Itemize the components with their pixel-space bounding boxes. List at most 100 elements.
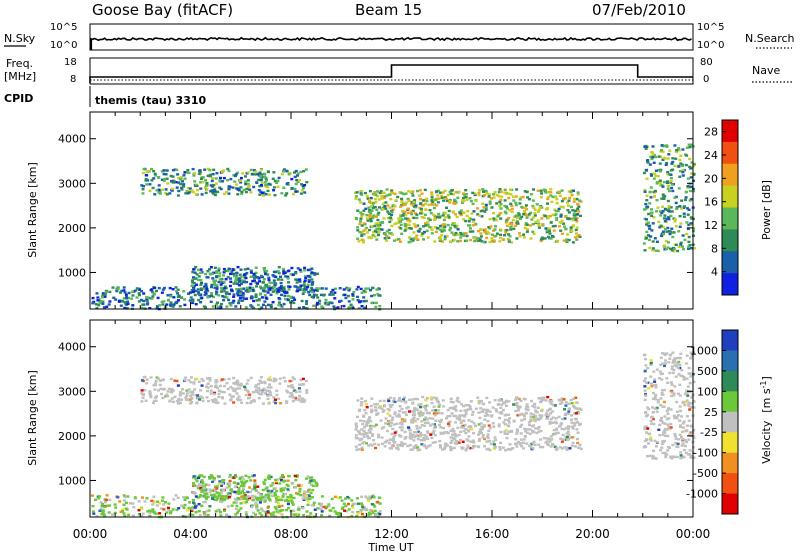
scatter-cell [395,422,399,425]
scatter-cell [122,286,126,289]
scatter-cell [568,407,571,410]
scatter-cell [423,418,426,421]
scatter-cell [652,422,656,426]
scatter-cell [286,277,290,280]
scatter-cell [501,238,505,241]
scatter-cell [269,484,273,487]
scatter-cell [377,227,381,231]
scatter-cell [400,418,404,421]
scatter-cell [512,403,516,406]
scatter-cell [295,278,299,281]
scatter-cell [211,277,215,280]
scatter-cell [127,291,131,295]
scatter-cell [443,442,447,445]
scatter-cell [650,422,654,425]
scatter-cell [576,437,579,441]
scatter-cell [388,414,392,417]
scatter-cell [304,285,307,289]
scatter-cell [460,420,464,423]
scatter-cell [539,239,543,243]
scatter-cell [177,397,181,401]
scatter-cell [440,196,444,199]
scatter-cell [375,403,379,406]
scatter-cell [333,291,337,294]
scatter-cell [383,205,387,208]
scatter-cell [208,488,212,491]
scatter-cell [231,301,235,304]
scatter-cell [668,371,672,375]
scatter-cell [678,215,682,218]
scatter-cell [225,382,229,385]
scatter-cell [692,456,696,459]
scatter-cell [281,267,285,271]
scatter-cell [670,162,674,165]
scatter-cell [373,509,377,513]
scatter-cell [682,448,686,452]
scatter-cell [423,424,427,427]
scatter-cell [188,187,192,190]
scatter-cell [234,475,238,478]
scatter-cell [502,421,506,424]
scatter-cell [270,281,274,285]
scatter-cell [199,187,203,190]
scatter-cell [260,181,264,185]
scatter-cell [669,247,673,250]
scatter-cell [198,474,202,477]
scatter-cell [261,194,265,197]
scatter-cell [442,405,446,408]
scatter-cell [236,265,240,269]
scatter-cell [524,223,528,227]
scatter-cell [571,209,575,212]
scatter-cell [268,281,272,284]
scatter-cell [193,172,197,175]
scatter-cell [165,393,169,396]
scatter-cell [266,303,270,307]
scatter-cell [140,514,144,518]
scatter-cell [680,369,684,372]
scatter-cell [642,354,646,357]
scatter-cell [188,291,192,294]
scatter-cell [95,515,99,518]
scatter-cell [374,222,378,225]
scatter-cell [536,189,540,192]
freq-trace [89,64,693,83]
scatter-cell [442,426,445,430]
scatter-cell [362,233,366,236]
scatter-cell [285,192,289,195]
scatter-cell [351,506,355,509]
scatter-cell [357,307,361,310]
scatter-cell [137,500,141,503]
scatter-cell [302,283,306,287]
scatter-cell [666,157,670,160]
scatter-cell [663,422,667,425]
scatter-cell [359,419,363,422]
scatter-cell [287,506,291,510]
scatter-cell [367,200,371,203]
scatter-cell [663,415,667,418]
scatter-cell [487,226,491,229]
scatter-cell [545,417,549,420]
scatter-cell [385,439,389,442]
scatter-cell [263,500,267,503]
scatter-cell [460,414,464,417]
scatter-cell [663,451,667,455]
scatter-cell [158,512,162,515]
scatter-cell [356,299,360,302]
scatter-cell [304,379,308,383]
scatter-cell [666,226,670,230]
scatter-cell [445,417,448,420]
scatter-cell [220,289,224,292]
scatter-cell [222,509,226,512]
scatter-cell [411,421,415,424]
scatter-cell [425,404,429,407]
scatter-cell [651,151,655,154]
scatter-cell [208,477,212,480]
scatter-cell [670,383,674,386]
scatter-cell [380,228,384,231]
scatter-cell [275,510,279,513]
scatter-cell [229,277,232,280]
scatter-cell [249,275,253,278]
scatter-cell [263,181,267,184]
scatter-cell [689,167,693,170]
scatter-cell [302,400,306,404]
